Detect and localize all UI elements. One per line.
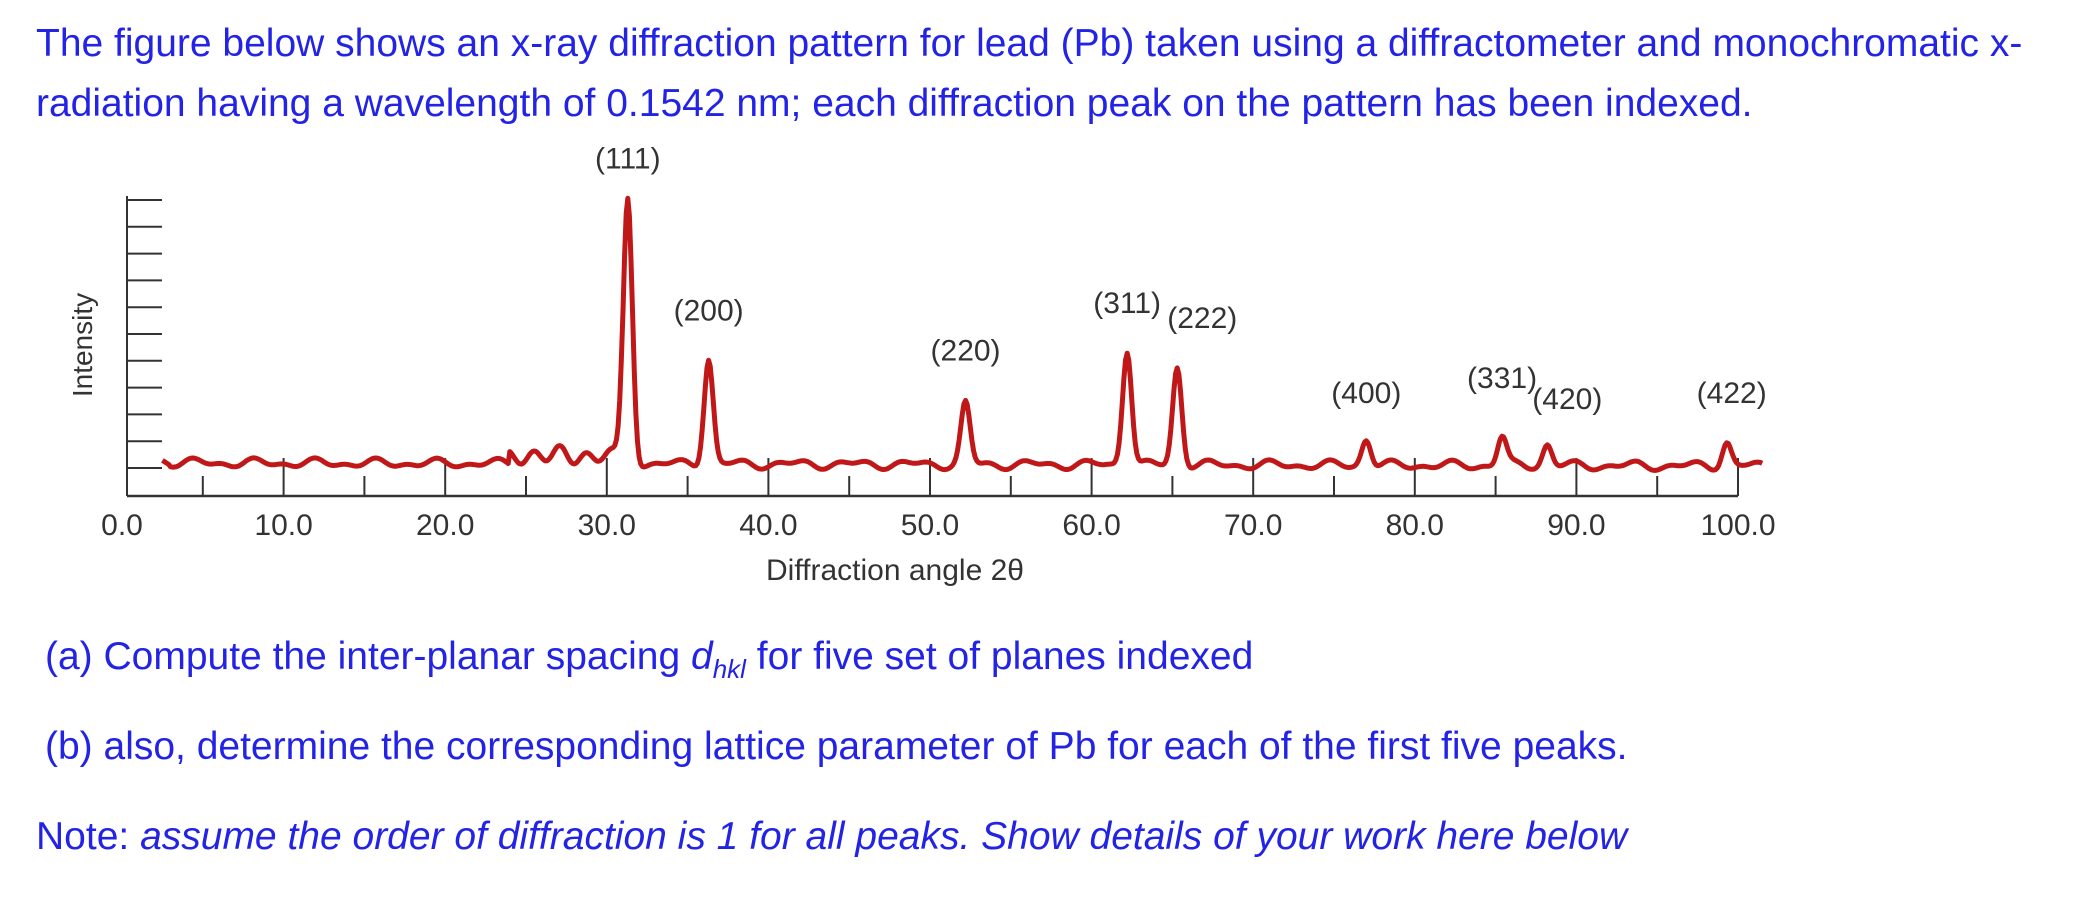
- chart-peak-labels: (111) (200) (220) (311) (222) (400) (331)(420)…: [595, 142, 1767, 416]
- x-tick-label: 90.0: [1547, 509, 1605, 542]
- x-tick-label: 30.0: [578, 509, 636, 542]
- note-text: assume the order of diffraction is 1 for…: [140, 815, 1628, 858]
- x-tick-label: 80.0: [1386, 509, 1444, 542]
- peak-label: (422): [1697, 377, 1767, 410]
- chart-trace-layer: [161, 195, 1764, 473]
- note-label: Note:: [36, 815, 141, 858]
- peak-label: (111): [595, 142, 661, 175]
- question-a-subscript: hkl: [712, 653, 746, 684]
- peak-label: (200): [674, 294, 744, 327]
- question-a-symbol: d: [691, 635, 713, 678]
- y-axis-label: Intensity: [67, 293, 98, 397]
- question-a: (a) Compute the inter-planar spacing dhk…: [45, 635, 1253, 685]
- chart-axes: [126, 196, 1738, 498]
- peak-label: (331): [1467, 362, 1537, 395]
- x-tick-label: 100.0: [1700, 509, 1775, 542]
- x-tick-label: 50.0: [901, 509, 959, 542]
- diffraction-trace: [161, 195, 1764, 473]
- intro-line-1: The figure below shows an x-ray diffract…: [36, 22, 2023, 65]
- chart-x-ticks: 0.0 10.0 20.0 30.0 40.0 50.0 60.0 70.0 80.0 90.0 1…: [101, 458, 1776, 542]
- peak-label: (420): [1532, 383, 1602, 416]
- note: Note: assume the order of diffraction is…: [36, 815, 1627, 859]
- x-tick-label: 60.0: [1062, 509, 1120, 542]
- x-tick-label: 10.0: [254, 509, 312, 542]
- x-tick-label: 0.0: [101, 509, 143, 542]
- x-tick-label: 70.0: [1224, 509, 1282, 542]
- peak-label: (400): [1331, 377, 1401, 410]
- x-tick-label: 20.0: [416, 509, 474, 542]
- question-a-prefix: (a) Compute the inter-planar spacing: [45, 635, 691, 678]
- peak-label: (222): [1167, 302, 1237, 335]
- x-axis-label: Diffraction angle 2θ: [766, 554, 1024, 587]
- peak-label: (220): [931, 334, 1001, 367]
- x-tick-label: 40.0: [739, 509, 797, 542]
- question-b: (b) also, determine the corresponding la…: [45, 725, 1628, 768]
- intro-line-2: radiation having a wavelength of 0.1542 …: [36, 82, 1753, 125]
- question-a-suffix: for five set of planes indexed: [745, 635, 1254, 678]
- peak-label: (311): [1093, 287, 1161, 320]
- problem-intro: The figure below shows an x-ray diffract…: [36, 14, 2076, 134]
